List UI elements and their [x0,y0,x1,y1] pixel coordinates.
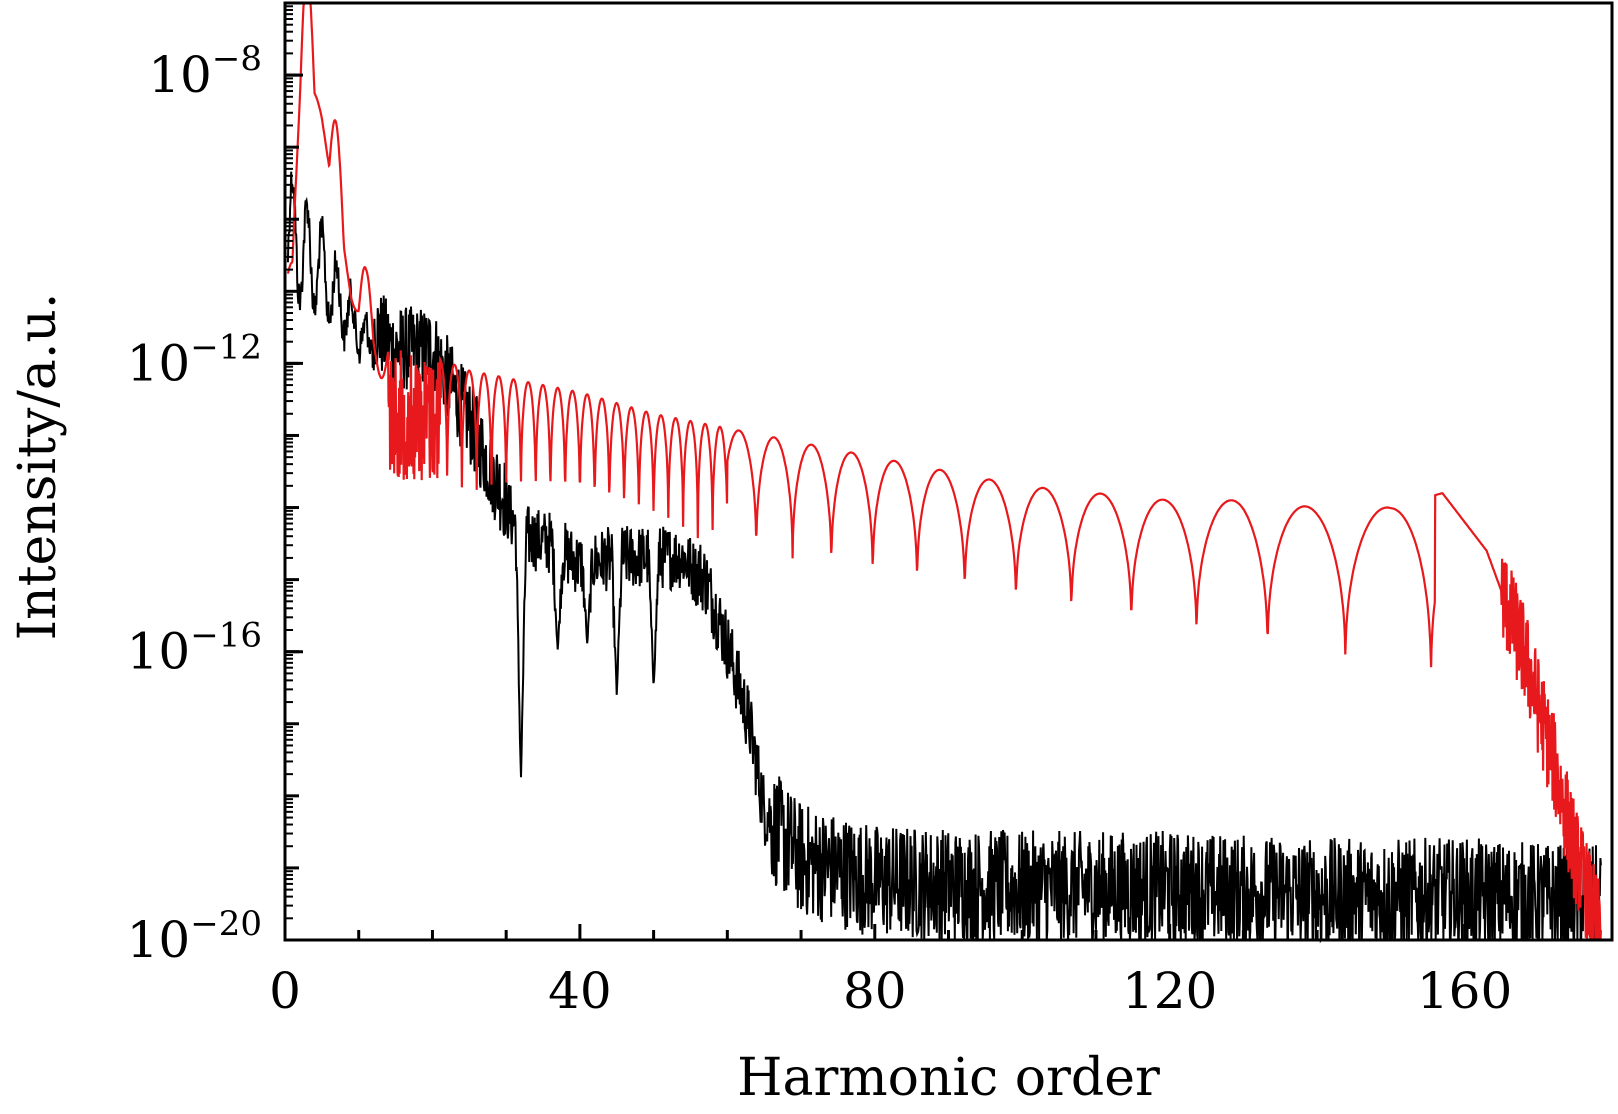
x-tick-label: 80 [843,962,907,1020]
series-line-black [286,171,1602,944]
x-tick-label: 160 [1417,962,1512,1020]
series-line-red [286,1,1602,942]
y-tick-label: 10−16 [127,616,262,681]
y-axis-title: Intensity/a.u. [8,293,68,641]
x-ticks: 0 40 80 120 160 [269,924,1614,1020]
x-tick-label: 40 [548,962,612,1020]
series-layer [286,1,1602,944]
x-tick-label: 0 [269,962,301,1020]
y-ticks: 10−8 10−12 10−16 10−20 [127,5,303,969]
y-tick-label: 10−8 [148,39,262,104]
y-tick-label: 10−12 [127,327,262,392]
x-axis-title: Harmonic order [737,1048,1160,1108]
x-tick-label: 120 [1122,962,1217,1020]
y-tick-label: 10−20 [127,904,262,969]
